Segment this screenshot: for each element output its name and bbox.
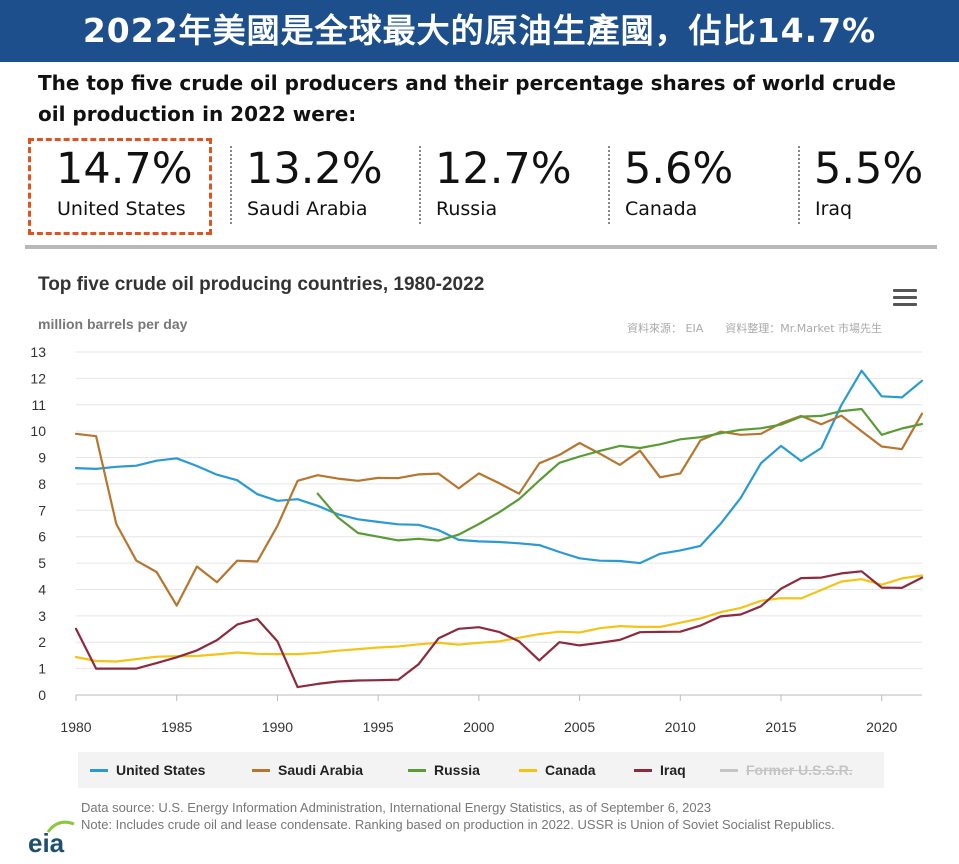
chart-legend: United States Saudi Arabia Russia Canada… bbox=[78, 752, 884, 788]
y-tick-label: 7 bbox=[38, 502, 46, 518]
stat-country: Saudi Arabia bbox=[247, 198, 368, 220]
legend-label: Canada bbox=[545, 762, 596, 778]
stat-country: Russia bbox=[436, 198, 498, 220]
y-tick-label: 10 bbox=[30, 423, 46, 439]
x-tick-label: 1990 bbox=[262, 719, 293, 735]
y-tick-label: 2 bbox=[38, 634, 46, 650]
logo-arc-icon bbox=[46, 820, 75, 833]
legend-swatch bbox=[634, 768, 652, 772]
highlight-box bbox=[28, 138, 212, 235]
stat-percentage: 5.5% bbox=[814, 144, 924, 194]
chart-footnotes: Data source: U.S. Energy Information Adm… bbox=[81, 799, 921, 833]
stat-separator bbox=[419, 146, 421, 224]
legend-label: Saudi Arabia bbox=[278, 762, 364, 778]
image-credit: 資料來源： EIA 資料整理：Mr.Market 市場先生 bbox=[627, 320, 882, 336]
stat-separator bbox=[230, 146, 232, 224]
x-tick-label: 1995 bbox=[363, 719, 394, 735]
stat-percentage: 12.7% bbox=[435, 144, 572, 194]
y-tick-label: 5 bbox=[38, 555, 46, 571]
legend-item-canada[interactable]: Canada bbox=[519, 760, 596, 780]
logo-text: eia bbox=[28, 828, 65, 858]
y-tick-label: 3 bbox=[38, 608, 46, 624]
stat-country: Iraq bbox=[815, 198, 853, 220]
chart-title: Top five crude oil producing countries, … bbox=[38, 274, 485, 295]
legend-label: Russia bbox=[434, 762, 480, 778]
y-tick-label: 12 bbox=[30, 370, 46, 386]
legend-swatch bbox=[519, 768, 537, 772]
stat-percentage: 13.2% bbox=[246, 144, 383, 194]
intro-text: The top five crude oil producers and the… bbox=[38, 71, 896, 126]
y-tick-label: 1 bbox=[38, 661, 46, 677]
legend-item-saudi-arabia[interactable]: Saudi Arabia bbox=[252, 760, 363, 780]
legend-item-russia[interactable]: Russia bbox=[408, 760, 480, 780]
section-divider bbox=[25, 245, 937, 249]
y-tick-label: 13 bbox=[30, 344, 46, 360]
stat-percentage: 5.6% bbox=[624, 144, 734, 194]
eia-logo: eia bbox=[28, 818, 78, 858]
y-tick-label: 11 bbox=[31, 397, 46, 413]
credit-source: 資料來源： EIA bbox=[627, 322, 704, 335]
credit-editor: 資料整理：Mr.Market 市場先生 bbox=[725, 322, 883, 335]
legend-label: Former U.S.S.R. bbox=[746, 762, 853, 778]
x-tick-label: 2020 bbox=[866, 719, 897, 735]
x-tick-label: 2010 bbox=[665, 719, 696, 735]
x-tick-label: 2005 bbox=[564, 719, 595, 735]
y-tick-label: 6 bbox=[38, 529, 46, 545]
legend-label: Iraq bbox=[660, 762, 686, 778]
y-tick-label: 0 bbox=[38, 687, 46, 703]
legend-swatch bbox=[408, 768, 426, 772]
legend-item-united-states[interactable]: United States bbox=[90, 760, 205, 780]
x-axis-ticks: 1980 1985 1990 1995 2000 2005 2010 2015 2020 bbox=[60, 695, 897, 735]
legend-swatch bbox=[252, 768, 270, 772]
x-tick-label: 2000 bbox=[463, 719, 494, 735]
stat-percentage: 14.7% bbox=[56, 144, 193, 194]
stat-separator bbox=[608, 146, 610, 224]
stats-row: 14.7% United States 13.2% Saudi Arabia 1… bbox=[30, 140, 930, 230]
stat-separator bbox=[798, 146, 800, 224]
x-tick-label: 1980 bbox=[60, 719, 91, 735]
chart-grid bbox=[76, 351, 922, 696]
legend-item-former-ussr[interactable]: Former U.S.S.R. bbox=[720, 760, 853, 780]
methodology-note: Note: Includes crude oil and lease conde… bbox=[81, 817, 835, 832]
stat-country: United States bbox=[57, 198, 186, 220]
y-tick-label: 9 bbox=[38, 450, 46, 466]
series-line-russia bbox=[316, 407, 924, 542]
legend-label: United States bbox=[116, 762, 206, 778]
banner-title: 2022年美國是全球最大的原油生產國，佔比14.7% bbox=[0, 0, 959, 62]
y-tick-label: 8 bbox=[38, 476, 46, 492]
x-tick-label: 1985 bbox=[161, 719, 192, 735]
series-line-canada bbox=[74, 574, 924, 663]
series-line-saudi-arabia bbox=[74, 412, 924, 607]
chart-series bbox=[74, 369, 924, 689]
legend-swatch bbox=[720, 768, 738, 772]
legend-item-iraq[interactable]: Iraq bbox=[634, 760, 686, 780]
stat-country: Canada bbox=[625, 198, 698, 220]
menu-icon[interactable] bbox=[893, 289, 917, 307]
series-line-iraq bbox=[74, 570, 924, 689]
x-tick-label: 2015 bbox=[765, 719, 796, 735]
legend-swatch bbox=[90, 768, 108, 772]
y-axis-label: million barrels per day bbox=[38, 316, 188, 332]
series-line-united-states bbox=[74, 369, 924, 565]
data-source-note: Data source: U.S. Energy Information Adm… bbox=[81, 800, 712, 815]
y-tick-label: 4 bbox=[38, 581, 46, 597]
